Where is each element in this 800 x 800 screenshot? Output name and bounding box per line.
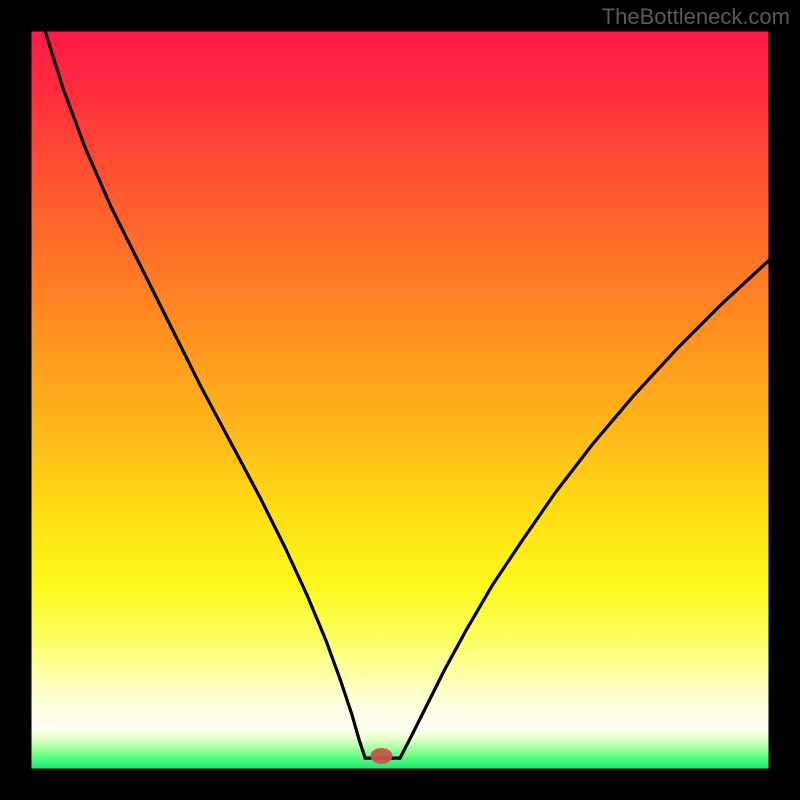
valley-marker [371,748,393,764]
bottleneck-chart [0,0,800,800]
chart-container: TheBottleneck.com [0,0,800,800]
watermark-text: TheBottleneck.com [602,4,790,30]
